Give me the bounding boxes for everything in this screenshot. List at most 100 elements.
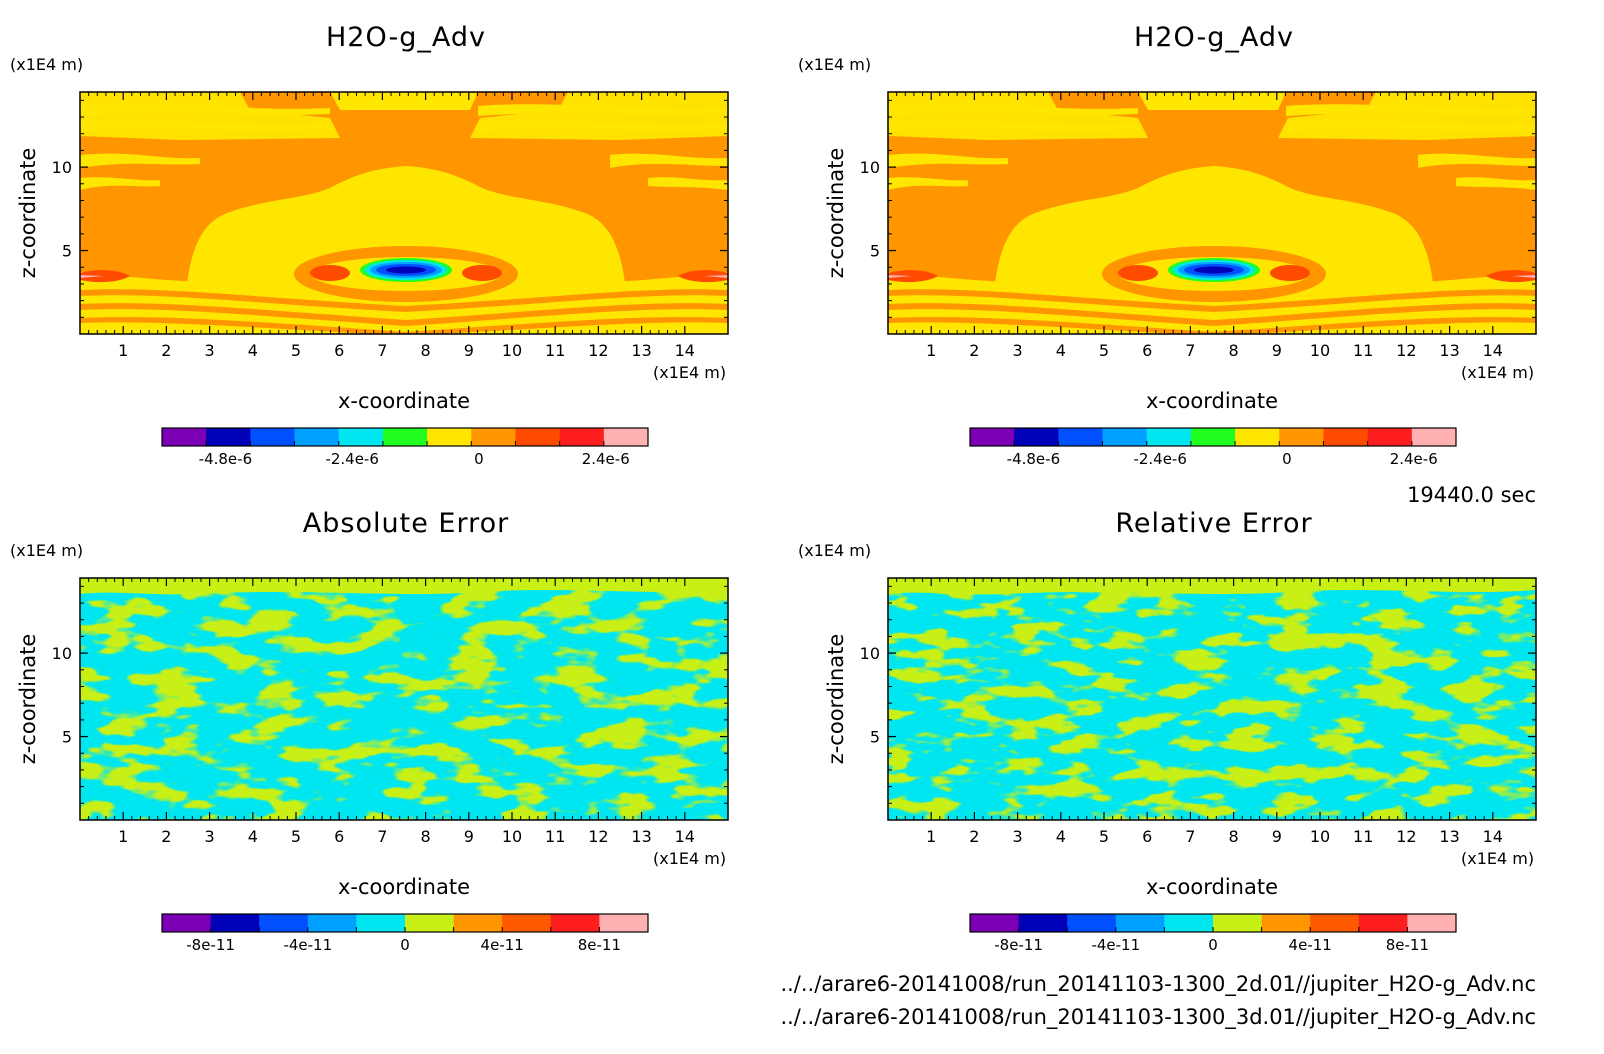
panel-title: Absolute Error bbox=[303, 508, 509, 539]
colorbar-label: -2.4e-6 bbox=[1133, 450, 1186, 468]
colorbar-label: 2.4e-6 bbox=[582, 450, 630, 468]
x-tick-label: 9 bbox=[1272, 827, 1282, 846]
colorbar-swatch bbox=[162, 914, 212, 932]
colorbar-swatch bbox=[599, 914, 649, 932]
colorbar-swatch bbox=[294, 428, 340, 446]
colorbar-swatch bbox=[1115, 914, 1165, 932]
x-ticks: 1 2 3 4 5 6 7 8 9 10 11 12 13 14 bbox=[88, 92, 695, 360]
x-tick-label: 13 bbox=[631, 827, 651, 846]
x-tick-label: 7 bbox=[1185, 827, 1195, 846]
colorbar-label: 0 bbox=[1208, 936, 1218, 954]
x-tick-label: 5 bbox=[291, 827, 301, 846]
x-tick-label: 1 bbox=[118, 341, 128, 360]
x-tick-label: 13 bbox=[1439, 341, 1459, 360]
colorbar-swatch bbox=[970, 914, 1020, 932]
colorbar-swatch bbox=[1235, 428, 1280, 446]
colorbar-label: -8e-11 bbox=[994, 936, 1043, 954]
x-tick-label: 2 bbox=[161, 827, 171, 846]
colorbar-label: 0 bbox=[474, 450, 484, 468]
x-ticks: 1 2 3 4 5 6 7 8 9 10 11 12 13 14 bbox=[896, 92, 1503, 360]
colorbar-swatch bbox=[502, 914, 552, 932]
x-tick-label: 5 bbox=[1099, 827, 1109, 846]
colorbar-swatch bbox=[1058, 428, 1104, 446]
colorbar-swatch bbox=[970, 428, 1015, 446]
colorbar-swatch bbox=[1367, 428, 1413, 446]
x-tick-label: 1 bbox=[926, 827, 936, 846]
x-tick-label: 12 bbox=[588, 827, 608, 846]
x-tick-label: 12 bbox=[1396, 341, 1416, 360]
y-unit-label: (x1E4 m) bbox=[10, 541, 83, 560]
y-axis-label: z-coordinate bbox=[16, 634, 40, 765]
colorbar-swatch bbox=[1279, 428, 1324, 446]
panel-title: Relative Error bbox=[1115, 508, 1312, 539]
panel-title: H2O-g_Adv bbox=[326, 22, 486, 53]
y-tick-label: 5 bbox=[870, 242, 880, 261]
colorbar-swatch bbox=[1014, 428, 1059, 446]
x-axis-label: x-coordinate bbox=[338, 389, 470, 413]
colorbar-swatch bbox=[1164, 914, 1214, 932]
colorbar-swatch bbox=[1407, 914, 1457, 932]
x-tick-label: 7 bbox=[377, 827, 387, 846]
y-unit-label: (x1E4 m) bbox=[798, 55, 871, 74]
x-tick-label: 14 bbox=[1483, 827, 1503, 846]
x-tick-label: 9 bbox=[464, 341, 474, 360]
heatmap-field bbox=[80, 578, 728, 820]
colorbar-frame bbox=[969, 427, 1457, 447]
y-ticks: 5 10 bbox=[860, 99, 1536, 318]
y-ticks: 5 10 bbox=[860, 585, 1536, 804]
file-path-1: ../../arare6-20141008/run_20141103-1300_… bbox=[780, 972, 1536, 997]
x-tick-label: 10 bbox=[502, 827, 522, 846]
y-axis-label: z-coordinate bbox=[824, 148, 848, 279]
colorbar-swatch bbox=[210, 914, 260, 932]
y-ticks: 5 10 bbox=[52, 99, 728, 318]
plot-frame bbox=[887, 577, 1537, 821]
colorbar: -4.8e-6 -2.4e-6 0 2.4e-6 bbox=[969, 427, 1457, 468]
x-tick-label: 3 bbox=[1013, 341, 1023, 360]
y-unit-label: (x1E4 m) bbox=[798, 541, 871, 560]
colorbar-label: 8e-11 bbox=[1386, 936, 1429, 954]
colorbar-swatch bbox=[259, 914, 309, 932]
colorbar-swatch bbox=[603, 428, 649, 446]
colorbar-swatch bbox=[1323, 428, 1369, 446]
x-tick-label: 8 bbox=[1229, 827, 1239, 846]
y-tick-label: 10 bbox=[860, 644, 880, 663]
colorbar-label: -4.8e-6 bbox=[1007, 450, 1060, 468]
colorbar-swatch bbox=[307, 914, 357, 932]
x-tick-label: 11 bbox=[1353, 341, 1373, 360]
x-ticks: 1 2 3 4 5 6 7 8 9 10 11 12 13 14 bbox=[88, 578, 695, 846]
colorbar-label: 8e-11 bbox=[578, 936, 621, 954]
x-tick-label: 3 bbox=[205, 827, 215, 846]
panel-top-left: H2O-g_Adv (x1E4 m) bbox=[10, 22, 729, 468]
y-unit-label: (x1E4 m) bbox=[10, 55, 83, 74]
x-tick-label: 6 bbox=[334, 341, 344, 360]
y-axis-label: z-coordinate bbox=[16, 148, 40, 279]
colorbar-frame bbox=[161, 427, 649, 447]
x-tick-label: 11 bbox=[1353, 827, 1373, 846]
colorbar-swatch bbox=[405, 914, 455, 932]
x-tick-label: 7 bbox=[1185, 341, 1195, 360]
x-tick-label: 11 bbox=[545, 827, 565, 846]
x-tick-label: 8 bbox=[421, 827, 431, 846]
x-tick-label: 6 bbox=[1142, 827, 1152, 846]
x-tick-label: 2 bbox=[161, 341, 171, 360]
x-tick-label: 13 bbox=[1439, 827, 1459, 846]
x-tick-label: 10 bbox=[1310, 341, 1330, 360]
x-tick-label: 5 bbox=[291, 341, 301, 360]
colorbar-swatch bbox=[1102, 428, 1148, 446]
y-tick-label: 10 bbox=[52, 158, 72, 177]
colorbar: -8e-11 -4e-11 0 4e-11 8e-11 bbox=[969, 913, 1457, 954]
x-tick-label: 3 bbox=[205, 341, 215, 360]
colorbar-swatch bbox=[250, 428, 296, 446]
colorbar-swatch bbox=[1261, 914, 1311, 932]
x-tick-label: 7 bbox=[377, 341, 387, 360]
plot-frame bbox=[79, 91, 729, 335]
x-unit-label: (x1E4 m) bbox=[1461, 849, 1534, 868]
heatmap-field bbox=[80, 92, 728, 334]
colorbar-label: 2.4e-6 bbox=[1390, 450, 1438, 468]
colorbar-label: 0 bbox=[400, 936, 410, 954]
x-tick-label: 12 bbox=[1396, 827, 1416, 846]
colorbar-swatch bbox=[1067, 914, 1117, 932]
x-tick-label: 3 bbox=[1013, 827, 1023, 846]
colorbar-swatch bbox=[382, 428, 428, 446]
